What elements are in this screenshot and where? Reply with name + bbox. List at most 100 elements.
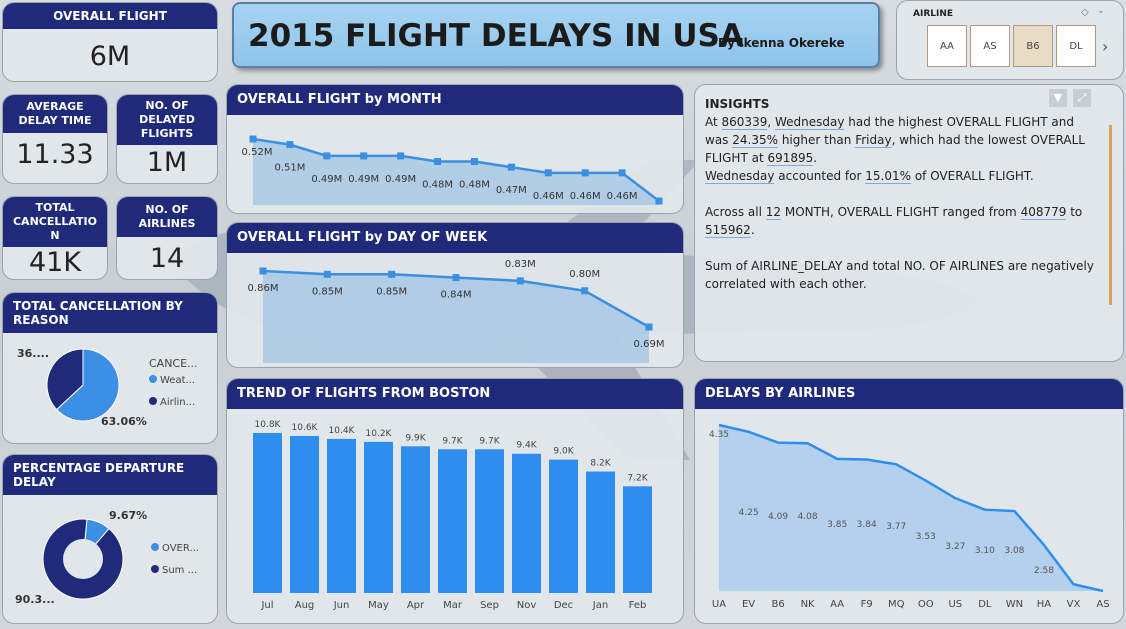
data-point	[397, 152, 405, 160]
flight-by-month-card: OVERALL FLIGHT by MONTH 0.52M 0.51M 0.49M 0…	[226, 84, 684, 214]
title-banner: 2015 FLIGHT DELAYS IN USA By Ikenna Oker…	[232, 2, 880, 68]
boston-trend-card: TREND OF FLIGHTS FROM BOSTON 10.8K Jul 10.…	[226, 378, 684, 624]
data-point	[544, 169, 552, 177]
delayed-flights-value: 1M	[146, 147, 188, 178]
departure-delay-title: PERCENTAGE DEPARTURE DELAY	[3, 455, 217, 495]
x-tick-label: EV	[742, 599, 755, 610]
insight-1-a: At	[705, 115, 722, 129]
legend-entry: Airlin...	[160, 397, 195, 408]
slicer-option-aa[interactable]: AA	[927, 25, 967, 67]
x-tick-label: US	[948, 599, 962, 610]
data-point	[470, 158, 478, 166]
x-tick-label: F9	[861, 599, 873, 610]
data-point	[516, 277, 524, 285]
area-value-label: 4.25	[739, 508, 759, 518]
area-value-label: 2.58	[1034, 566, 1054, 576]
data-label: 0.48M	[422, 180, 453, 191]
bar-value-label: 9.7K	[442, 436, 463, 446]
filter-icon[interactable]: ▼	[1049, 89, 1067, 107]
line-area-fill	[253, 139, 659, 205]
departure-delay-donut[interactable]: 9.67% 90.3... OVER... Sum ...	[3, 495, 218, 624]
flight-by-dow-chart[interactable]: 0.86M 0.85M 0.85M 0.84M 0.83M 0.80M 0.69M	[227, 253, 684, 368]
bar-jun	[327, 438, 356, 593]
data-point	[434, 158, 442, 166]
data-label: 0.85M	[376, 286, 407, 297]
x-tick-label: MQ	[888, 599, 905, 610]
data-label: 0.48M	[459, 180, 490, 191]
total-cancellation-card: TOTAL CANCELLATIO N 41K	[2, 196, 108, 280]
area-value-label: 3.27	[945, 542, 965, 552]
data-point	[259, 267, 267, 275]
slicer-option-dl[interactable]: DL	[1056, 25, 1096, 67]
data-point	[452, 274, 460, 282]
delayed-flights-label: NO. OF DELAYED FLIGHTS	[117, 95, 217, 145]
insight-3-count: 12	[765, 205, 782, 220]
data-point	[581, 287, 589, 295]
bar-nov	[512, 453, 541, 593]
slicer-option-as[interactable]: AS	[970, 25, 1010, 67]
data-label: 0.69M	[634, 339, 665, 350]
bar-value-label: 9.0K	[553, 447, 574, 457]
airline-slicer: AIRLINE ◇ ⌄ AA AS B6 DL ›	[896, 0, 1124, 80]
chevron-down-icon[interactable]: ⌄	[1097, 6, 1105, 16]
overall-flight-value: 6M	[89, 41, 131, 72]
bar-mar	[438, 449, 467, 593]
insight-value-day: Wednesday	[774, 115, 845, 130]
x-tick-label: Jun	[333, 600, 350, 611]
insight-paragraph-3: Across all 12 MONTH, OVERALL FLIGHT rang…	[705, 203, 1095, 239]
overall-flight-card: OVERALL FLIGHT 6M	[2, 2, 218, 82]
slice-label: 90.3...	[15, 593, 55, 606]
area-value-label: 4.09	[768, 512, 788, 522]
bar-value-label: 10.4K	[329, 426, 356, 436]
pie-slice	[55, 348, 120, 422]
x-tick-label: NK	[801, 599, 815, 610]
insight-3-a: Across all	[705, 205, 766, 219]
bar-value-label: 9.7K	[479, 436, 500, 446]
insight-2-a: accounted for	[774, 169, 866, 183]
bar-aug	[290, 435, 319, 593]
insight-1-e: , which had the lowest OVERALL FLIGHT at	[705, 133, 1085, 165]
insight-1-d: higher than	[778, 133, 856, 147]
x-tick-label: Jan	[592, 600, 608, 611]
area-value-label: 3.08	[1004, 546, 1024, 556]
donut-hole	[63, 539, 103, 579]
insight-1-b: ,	[767, 115, 775, 129]
data-label: 0.46M	[607, 191, 638, 202]
boston-trend-chart[interactable]: 10.8K Jul 10.6K Aug 10.4K Jun 10.2K May 9.9K Apr 9…	[227, 409, 684, 624]
no-airlines-label: NO. OF AIRLINES	[117, 197, 217, 237]
x-tick-label: UA	[712, 599, 726, 610]
data-label: 0.51M	[274, 163, 305, 174]
area-value-label: 3.85	[827, 520, 847, 530]
data-point	[323, 270, 331, 278]
delays-by-airlines-chart[interactable]: 4.35 UA 4.25 EV 4.09 B6 4.08 NK 3.85 AA 3.84 F9 3.77…	[695, 409, 1124, 624]
insights-card: ▼ ⤢ INSIGHTS At 860339, Wednesday had th…	[694, 84, 1124, 362]
insight-3-c: to	[1066, 205, 1083, 219]
data-point	[360, 152, 368, 160]
legend-entry: OVER...	[162, 543, 199, 554]
chevron-right-icon[interactable]: ›	[1102, 37, 1109, 56]
data-label: 0.52M	[242, 147, 273, 158]
insights-scrollbar[interactable]	[1109, 125, 1112, 305]
eraser-icon[interactable]: ◇	[1081, 7, 1089, 18]
insight-paragraph-1: At 860339, Wednesday had the highest OVE…	[705, 113, 1095, 167]
bar-value-label: 10.2K	[366, 429, 393, 439]
x-tick-label: May	[368, 600, 389, 611]
insight-1-f: .	[813, 151, 818, 165]
cancellation-reason-title: TOTAL CANCELLATION BY REASON	[3, 293, 217, 333]
focus-mode-icon[interactable]: ⤢	[1073, 89, 1091, 107]
total-cancellation-label: TOTAL CANCELLATIO N	[3, 197, 107, 247]
author-byline: By Ikenna Okereke	[718, 36, 845, 50]
data-label: 0.84M	[441, 290, 472, 301]
data-label: 0.46M	[533, 191, 564, 202]
slicer-option-b6[interactable]: B6	[1013, 25, 1053, 67]
area-value-label: 3.10	[975, 546, 995, 556]
data-label: 0.80M	[569, 269, 600, 280]
data-label: 0.49M	[311, 174, 342, 185]
insight-3-min: 408779	[1020, 205, 1067, 220]
avg-delay-value: 11.33	[16, 139, 94, 170]
cancellation-reason-pie[interactable]: 63.06% 36.... CANCE... Weat... Airlin...	[3, 333, 218, 444]
x-tick-label: DL	[978, 599, 992, 610]
legend-marker	[151, 565, 159, 573]
bar-feb	[623, 486, 652, 593]
